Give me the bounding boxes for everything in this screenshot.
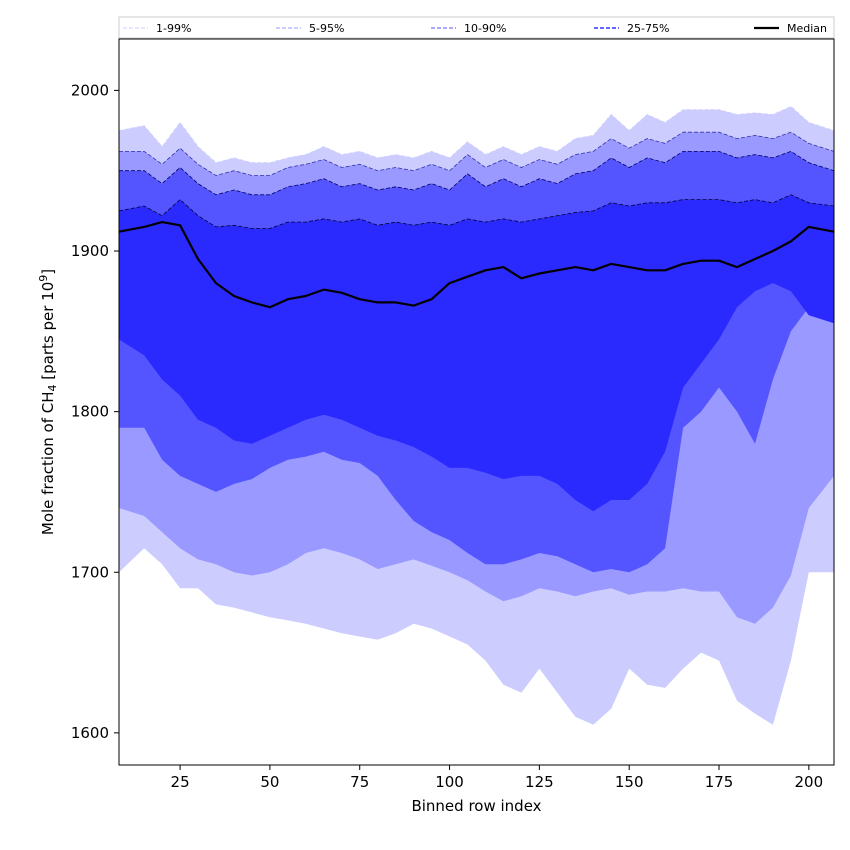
x-tick-label: 100	[435, 773, 464, 791]
x-axis: 25 50 75 100 125 150 175 200	[171, 765, 824, 791]
x-axis-label: Binned row index	[411, 797, 541, 815]
y-axis-label-rest: [parts per 10	[39, 282, 57, 385]
y-axis-label-end: ]	[39, 269, 57, 275]
x-tick-label: 175	[705, 773, 734, 791]
legend-item-median: Median	[754, 22, 827, 35]
legend-label: Median	[787, 22, 827, 35]
band-1-99-upper-edge	[118, 106, 835, 164]
y-tick-label: 2000	[71, 81, 109, 99]
legend-item-band-1-99: 1-99%	[123, 22, 191, 35]
y-tick-label: 1900	[71, 242, 109, 260]
band-5-95-upper-edge	[119, 131, 835, 176]
y-axis-label: Mole fraction of CH4 [parts per 109]	[37, 269, 59, 535]
legend-item-band-25-75: 25-75%	[594, 22, 669, 35]
legend-label: 1-99%	[156, 22, 191, 35]
y-axis: 1600 1700 1800 1900 2000	[71, 81, 119, 742]
band-edge-layer	[118, 106, 835, 229]
legend-item-band-5-95: 5-95%	[276, 22, 344, 35]
x-tick-label: 200	[795, 773, 824, 791]
legend-label: 25-75%	[627, 22, 669, 35]
y-axis-label-subscript: 4	[46, 384, 59, 391]
x-tick-label: 125	[525, 773, 554, 791]
y-tick-label: 1600	[71, 724, 109, 742]
legend-label: 10-90%	[464, 22, 506, 35]
legend: 1-99% 5-95% 10-90% 25-75% Median	[118, 16, 835, 39]
x-tick-label: 50	[260, 773, 279, 791]
y-tick-label: 1800	[71, 403, 109, 421]
y-axis-label-main: Mole fraction of CH	[39, 391, 57, 535]
x-tick-label: 75	[350, 773, 369, 791]
band-layer	[119, 106, 834, 725]
band-25-75-area	[119, 194, 834, 512]
y-tick-label: 1700	[71, 563, 109, 581]
y-axis-label-superscript: 9	[37, 275, 50, 282]
legend-box	[118, 16, 835, 39]
median-line	[118, 221, 835, 309]
band-25-75-upper-edge	[118, 194, 835, 229]
plot-frame	[118, 38, 835, 766]
band-10-90-upper-edge	[119, 150, 835, 196]
legend-label: 5-95%	[309, 22, 344, 35]
x-tick-label: 25	[171, 773, 190, 791]
x-tick-label: 150	[615, 773, 644, 791]
legend-item-band-10-90: 10-90%	[431, 22, 506, 35]
median-layer	[118, 221, 835, 309]
